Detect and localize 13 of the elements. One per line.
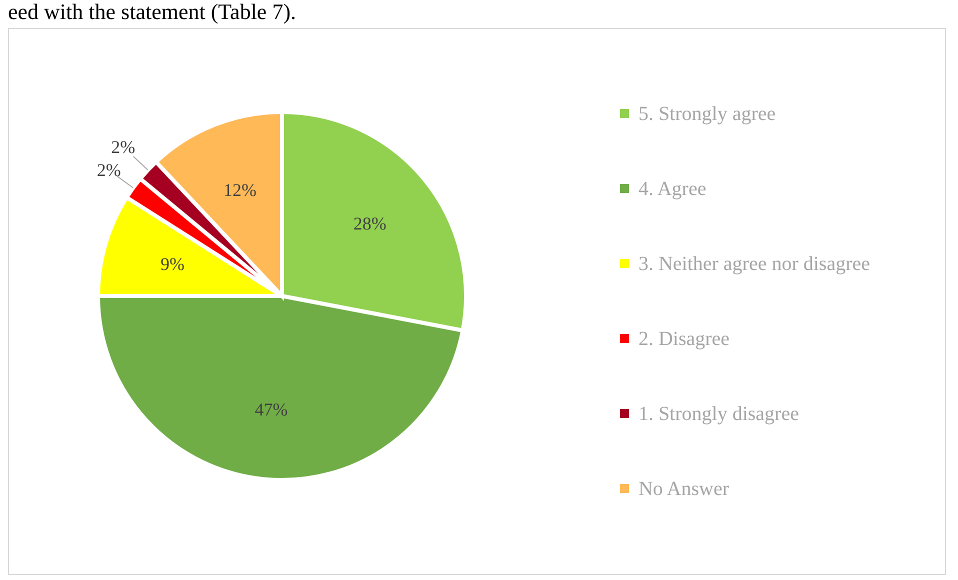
legend-label: 3. Neither agree nor disagree — [638, 252, 870, 276]
legend-label: 5. Strongly agree — [638, 102, 776, 126]
legend-label: 2. Disagree — [638, 328, 730, 350]
legend-label: 4. Agree — [638, 178, 706, 200]
legend-label: 1. Strongly disagree — [638, 402, 799, 426]
data-label: 28% — [353, 213, 386, 234]
data-label: 12% — [224, 180, 257, 200]
data-label: 9% — [160, 254, 184, 274]
text: eed with the statement (Table 7). — [8, 0, 298, 24]
data-label: 2% — [111, 136, 136, 157]
data-label: 2% — [96, 160, 121, 180]
legend-label: No Answer — [638, 478, 729, 500]
data-label: 47% — [254, 400, 288, 420]
